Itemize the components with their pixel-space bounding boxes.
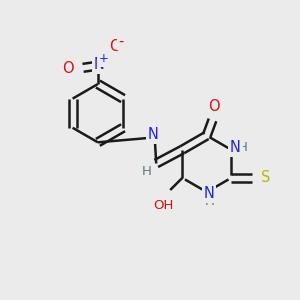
Text: O: O xyxy=(63,61,74,76)
Text: S: S xyxy=(261,170,271,185)
Text: O: O xyxy=(109,39,121,54)
Text: N: N xyxy=(230,140,241,155)
Text: H: H xyxy=(204,195,214,208)
Text: +: + xyxy=(99,52,109,65)
Text: N: N xyxy=(148,128,159,142)
Text: N: N xyxy=(204,186,214,201)
Text: O: O xyxy=(208,99,220,114)
Text: H: H xyxy=(142,165,152,178)
Text: OH: OH xyxy=(153,199,173,212)
Text: -: - xyxy=(118,34,124,49)
Text: H: H xyxy=(238,141,248,154)
Text: N: N xyxy=(93,57,104,72)
